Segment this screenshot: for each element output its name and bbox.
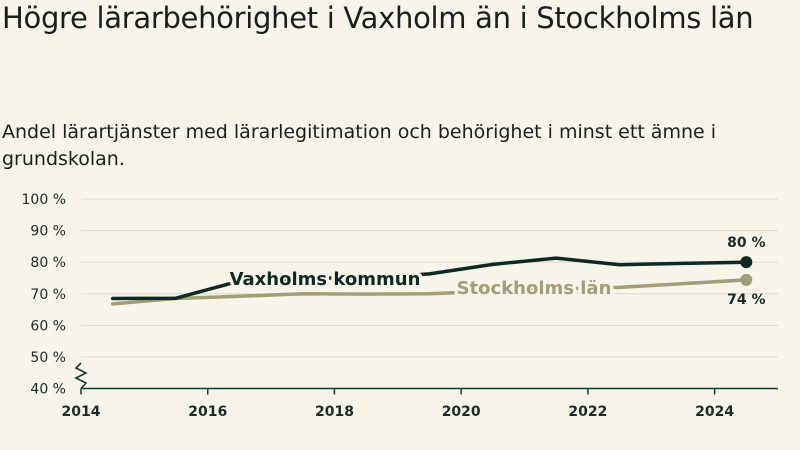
x-axis <box>74 362 778 390</box>
x-tick-label: 2022 <box>568 404 607 420</box>
end-label-stockholm: 74 % <box>727 292 765 308</box>
x-axis-ticks: 2014 2016 2018 2020 2022 2024 <box>62 388 734 420</box>
chart-title: Högre lärarbehörighet i Vaxholm än i Sto… <box>2 1 754 35</box>
x-tick-label: 2014 <box>62 404 101 420</box>
series-labels: Vaxholms kommun Stockholms län 80 % 74 % <box>226 235 765 308</box>
series-label-vaxholm: Vaxholms kommun <box>230 269 421 290</box>
axis-break-icon <box>74 362 88 390</box>
y-tick-label: 70 % <box>30 287 66 303</box>
y-tick-label: 50 % <box>30 350 66 366</box>
x-tick-label: 2020 <box>442 404 481 420</box>
y-tick-label: 60 % <box>30 318 66 334</box>
series-lines <box>110 256 753 306</box>
y-tick-label: 80 % <box>30 255 66 271</box>
series-label-stockholm: Stockholms län <box>457 278 612 299</box>
end-point-marker <box>740 273 753 286</box>
x-tick-label: 2018 <box>315 404 354 420</box>
x-tick-label: 2016 <box>188 404 227 420</box>
series-line-vaxholm <box>110 256 749 301</box>
y-tick-label: 40 % <box>30 382 66 398</box>
series-line-stockholm <box>110 278 749 306</box>
y-axis-ticks: 100 % 90 % 80 % 70 % 60 % 50 % 40 % <box>22 192 66 398</box>
end-point-marker <box>740 256 753 269</box>
gridlines <box>81 198 778 358</box>
y-tick-label: 90 % <box>30 224 66 240</box>
x-tick-label: 2024 <box>695 404 734 420</box>
end-label-vaxholm: 80 % <box>727 235 765 251</box>
chart-subtitle: Andel lärartjänster med lärarlegitimatio… <box>2 121 717 170</box>
y-tick-label: 100 % <box>22 192 66 208</box>
